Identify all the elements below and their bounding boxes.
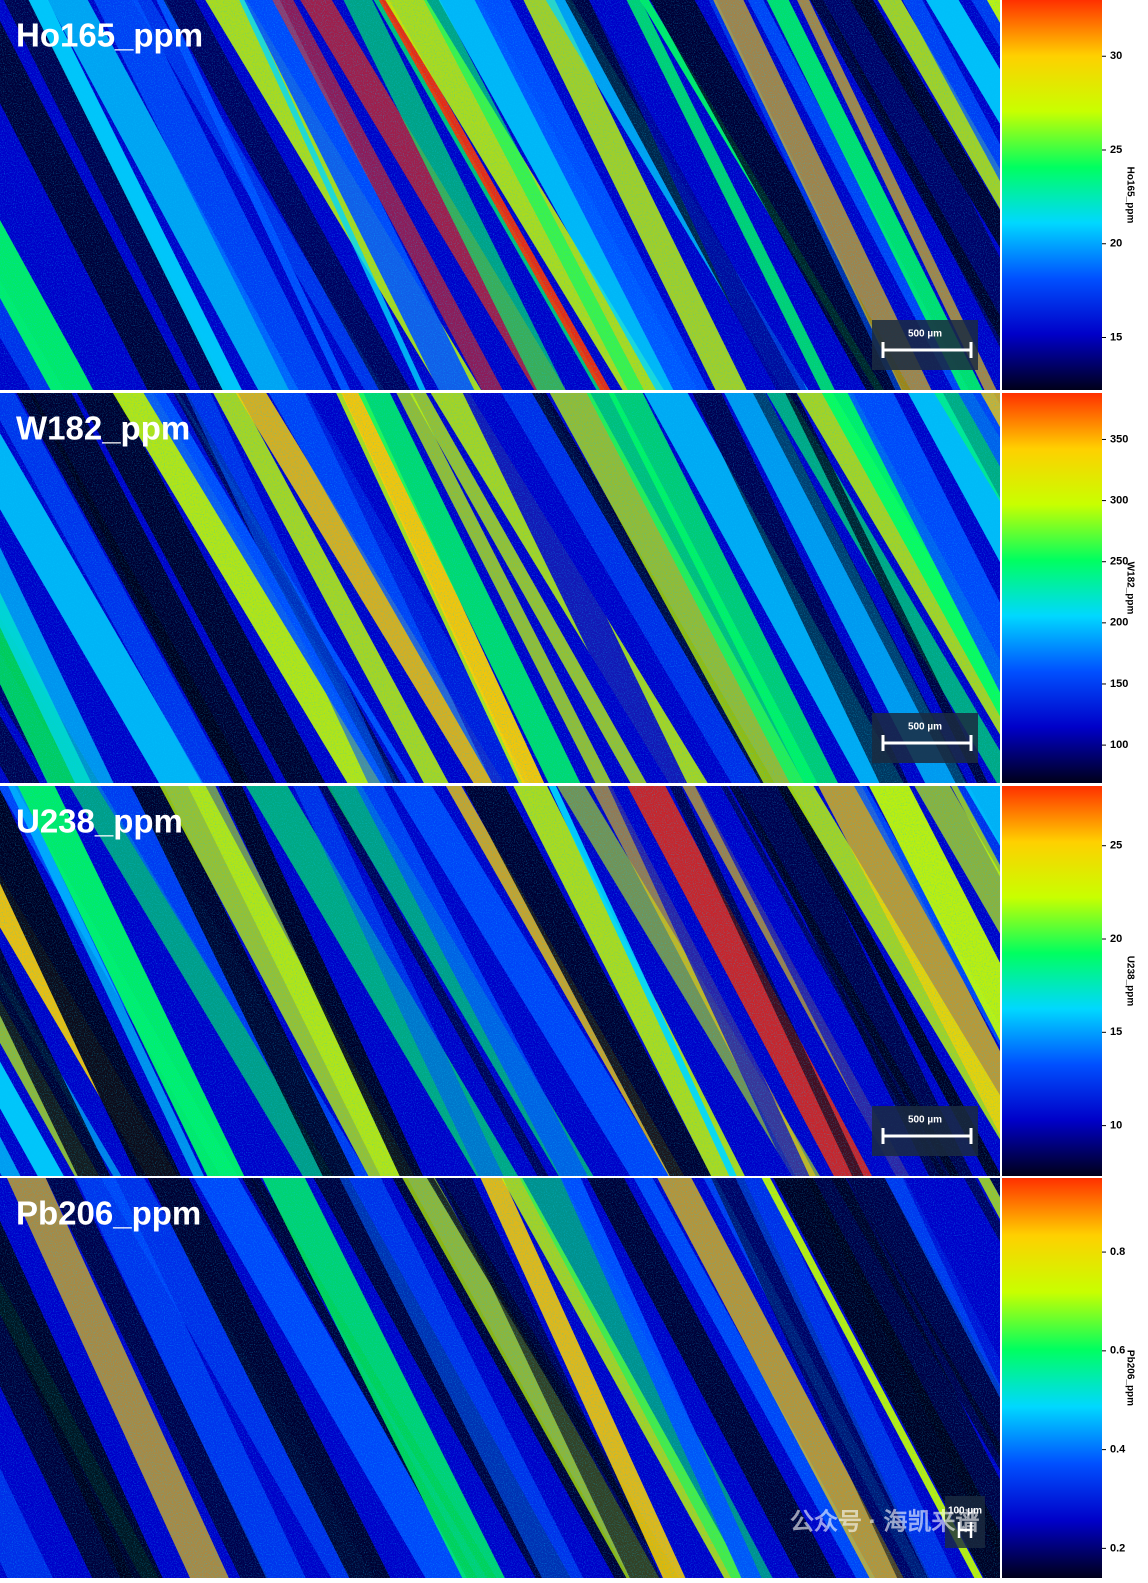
colorbar-label: U238_ppm: [1124, 956, 1135, 1007]
colorbar-tick-label: 0.4: [1110, 1444, 1126, 1456]
colorbar-label: Ho165_ppm: [1124, 167, 1135, 224]
scale-bar-box: [872, 320, 978, 370]
scale-bar-box: [872, 713, 978, 763]
colorbar: [1002, 1178, 1102, 1578]
scale-bar-label: 500 µm: [908, 722, 942, 733]
scale-bar-label: 500 µm: [908, 1115, 942, 1126]
colorbar-label: Pb206_ppm: [1124, 1350, 1135, 1406]
watermark: 公众号 · 海凯来谱: [790, 1507, 979, 1535]
colorbar-tick-label: 10: [1110, 1120, 1122, 1132]
colorbar: [1002, 0, 1102, 390]
colorbar-tick-label: 15: [1110, 331, 1122, 343]
colorbar-tick-label: 100: [1110, 739, 1128, 751]
map-panel: U238_ppm 500 µm 10 15 20 25 U238_ppm: [0, 786, 1148, 1176]
colorbar-tick-label: 25: [1110, 144, 1122, 156]
colorbar-tick-label: 20: [1110, 933, 1122, 945]
colorbar-label: W182_ppm: [1124, 562, 1135, 615]
map-title: Pb206_ppm: [16, 1195, 201, 1232]
colorbar-tick-label: 350: [1110, 433, 1128, 445]
speckle: [0, 393, 1000, 783]
colorbar-tick-label: 0.6: [1110, 1345, 1125, 1357]
scale-bar-box: [872, 1106, 978, 1156]
colorbar-tick-label: 25: [1110, 840, 1122, 852]
map-title: U238_ppm: [16, 803, 183, 840]
colorbar-tick-label: 150: [1110, 678, 1128, 690]
map-title: Ho165_ppm: [16, 17, 203, 54]
colorbar-tick-label: 20: [1110, 238, 1122, 250]
speckle: [0, 786, 1000, 1176]
map-title: W182_ppm: [16, 410, 190, 447]
colorbar-tick-label: 300: [1110, 494, 1128, 506]
colorbar-tick-label: 0.8: [1110, 1246, 1125, 1258]
colorbar: [1002, 393, 1102, 783]
map-panel: Ho165_ppm 500 µm 15 20 25 30 Ho165_ppm: [0, 0, 1148, 390]
colorbar-tick-label: 0.2: [1110, 1542, 1125, 1554]
colorbar-tick-label: 200: [1110, 617, 1128, 629]
colorbar-tick-label: 30: [1110, 50, 1122, 62]
speckle: [0, 0, 1000, 390]
scale-bar-label: 500 µm: [908, 329, 942, 340]
colorbar-tick-label: 15: [1110, 1026, 1122, 1038]
colorbar: [1002, 786, 1102, 1176]
